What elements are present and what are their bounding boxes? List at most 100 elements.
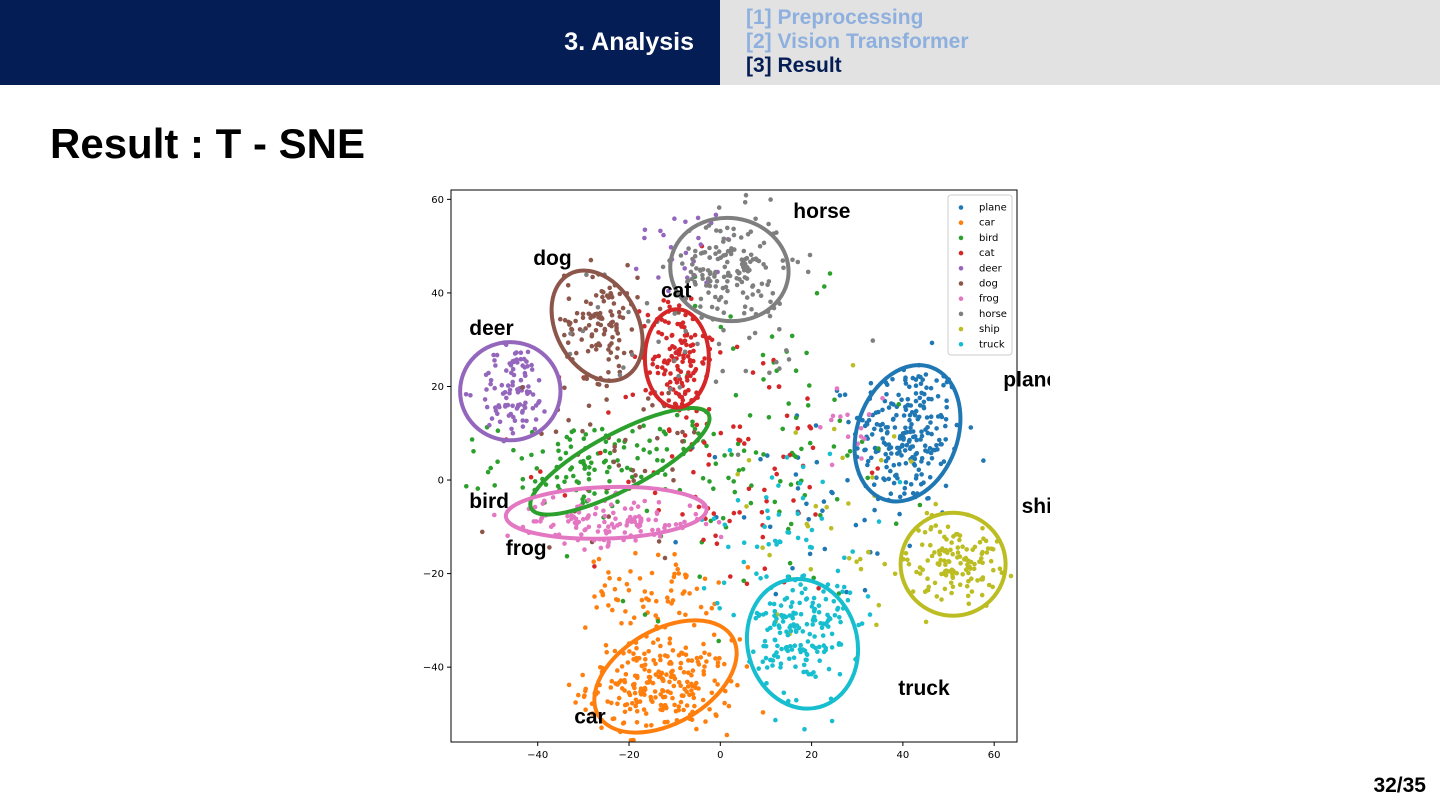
point-horse	[698, 304, 703, 309]
point-frog	[585, 515, 591, 520]
point-frog	[582, 527, 587, 533]
point-horse	[706, 290, 711, 295]
point-cat	[774, 471, 779, 477]
point-car	[681, 707, 686, 713]
point-cat	[687, 350, 693, 355]
point-bird	[564, 434, 570, 440]
point-bird	[807, 440, 813, 446]
point-car	[626, 588, 632, 593]
point-truck	[835, 583, 840, 589]
point-plane	[869, 455, 874, 461]
point-horse	[735, 268, 740, 274]
point-frog	[562, 541, 567, 546]
point-truck	[798, 642, 803, 648]
point-dog	[566, 296, 572, 301]
point-cat	[655, 364, 660, 370]
point-frog	[598, 545, 604, 551]
point-plane	[943, 437, 948, 442]
point-bird	[624, 465, 630, 471]
point-horse	[761, 240, 767, 246]
point-truck	[788, 604, 794, 609]
point-deer	[530, 392, 536, 397]
point-car	[634, 709, 640, 714]
point-cat	[692, 332, 698, 338]
point-ship	[957, 537, 962, 543]
point-car	[694, 726, 699, 732]
point-plane	[916, 414, 922, 420]
point-car	[698, 604, 704, 610]
point-frog	[638, 529, 643, 534]
point-bird	[568, 444, 574, 450]
nav-item-preprocessing[interactable]: [1] Preprocessing	[746, 6, 924, 29]
point-frog	[829, 462, 835, 468]
point-truck	[770, 663, 775, 668]
point-horse	[672, 358, 677, 363]
point-bird	[789, 333, 795, 339]
point-ship	[924, 510, 930, 516]
point-horse	[768, 299, 773, 305]
point-bird	[700, 476, 706, 481]
point-bird	[639, 474, 644, 480]
point-ship	[980, 577, 985, 582]
point-frog	[550, 495, 556, 500]
point-deer	[523, 373, 528, 378]
point-car	[653, 613, 658, 618]
point-horse	[744, 255, 750, 261]
point-car	[641, 707, 647, 712]
point-dog	[562, 317, 568, 323]
point-car	[678, 683, 683, 688]
nav-item-vision-transformer[interactable]: [2] Vision Transformer	[746, 30, 969, 53]
point-bird	[621, 445, 627, 450]
point-bird	[592, 467, 597, 473]
point-bird	[558, 456, 563, 462]
point-car	[715, 682, 720, 687]
point-dog	[583, 299, 589, 304]
point-ship	[969, 589, 975, 594]
point-car	[623, 672, 629, 677]
point-plane	[924, 385, 929, 390]
point-truck	[798, 582, 803, 587]
point-car	[658, 643, 663, 649]
point-plane	[804, 501, 809, 507]
y-tick-label: 20	[431, 382, 444, 393]
point-dog	[615, 331, 621, 336]
point-horse	[685, 279, 690, 284]
point-cat	[673, 390, 679, 396]
point-car	[707, 652, 712, 657]
point-cat	[784, 413, 790, 419]
point-horse	[795, 259, 801, 265]
point-cat	[688, 335, 694, 340]
point-bird	[822, 284, 827, 289]
point-dog	[655, 435, 660, 441]
point-horse	[780, 258, 786, 263]
point-car	[682, 589, 687, 594]
point-horse	[766, 221, 771, 227]
point-car	[609, 700, 614, 706]
point-ship	[892, 571, 898, 577]
point-plane	[926, 461, 931, 466]
point-dog	[600, 294, 605, 300]
point-horse	[660, 264, 666, 270]
point-cat	[652, 490, 658, 496]
point-bird	[761, 452, 766, 457]
point-truck	[766, 515, 771, 521]
point-plane	[907, 543, 912, 549]
point-horse	[714, 228, 719, 233]
point-car	[684, 703, 690, 708]
point-horse	[715, 306, 720, 311]
point-horse	[707, 255, 712, 260]
point-car	[620, 721, 626, 726]
point-plane	[767, 524, 773, 530]
point-truck	[865, 594, 871, 599]
point-cat	[645, 312, 651, 318]
point-ship	[946, 569, 951, 574]
point-ship	[990, 584, 995, 590]
nav-item-result[interactable]: [3] Result	[746, 54, 842, 77]
point-car	[643, 711, 649, 716]
point-truck	[805, 639, 811, 644]
point-horse	[678, 253, 684, 258]
point-horse	[718, 228, 723, 234]
point-deer	[537, 399, 542, 404]
point-frog	[582, 547, 587, 552]
point-deer	[520, 410, 525, 415]
